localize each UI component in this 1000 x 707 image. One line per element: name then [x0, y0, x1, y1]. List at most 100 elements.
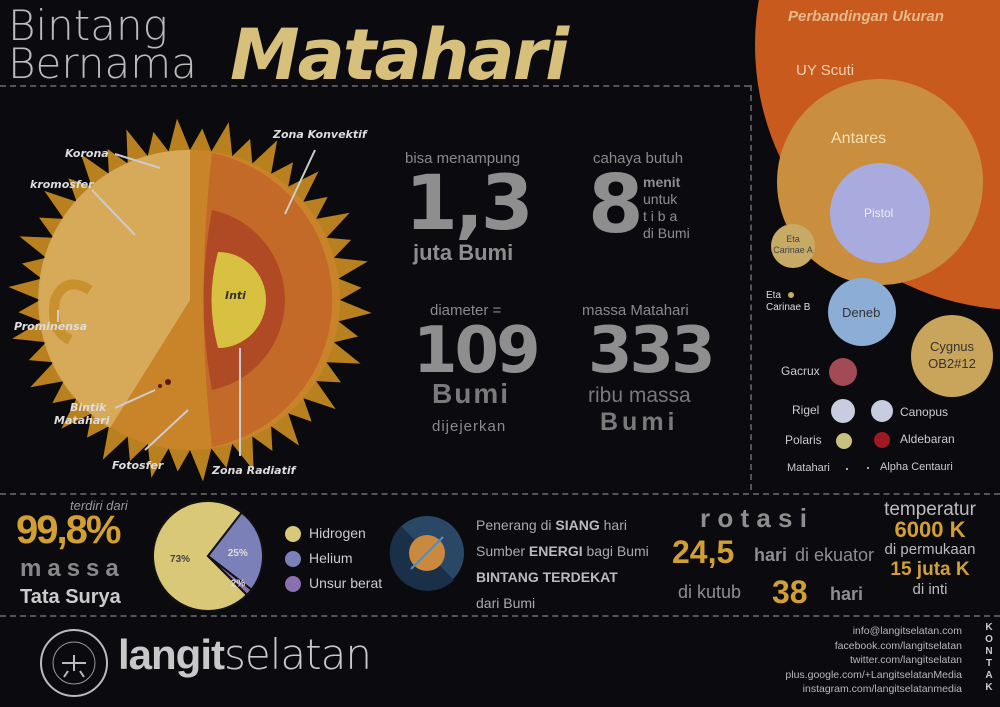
matahari-dot	[846, 468, 848, 470]
legend-item: Unsur berat	[285, 571, 382, 596]
label-eta-b-1: Eta	[766, 290, 782, 301]
contact-link[interactable]: facebook.com/langitselatan	[834, 639, 962, 652]
pistol-circle	[830, 163, 930, 263]
title-line1: Bintang	[8, 1, 168, 50]
label-deneb: Deneb	[842, 305, 881, 320]
temp-core: 15 juta K	[890, 559, 970, 580]
label-eta-a-1: Eta	[786, 234, 800, 244]
chromosphere	[38, 149, 191, 428]
label-prominensa: Prominensa	[14, 320, 88, 333]
legend-item: Helium	[285, 546, 382, 571]
comparison-title: Perbandingan Ukuran	[788, 8, 944, 25]
legend-label: Helium	[309, 550, 353, 566]
langitselatan-seal-logo	[40, 629, 108, 697]
mass-text: ribu massa	[588, 384, 691, 407]
divider	[0, 85, 750, 87]
deneb-circle	[828, 278, 896, 346]
mass-unit: Bumi	[600, 408, 679, 436]
label-canopus: Canopus	[900, 405, 949, 419]
polaris-circle	[836, 433, 852, 449]
role-4: dari Bumi	[476, 595, 536, 611]
label-zona-konvektif: Zona Konvektif	[273, 128, 367, 141]
capacity-caption: bisa menampung	[405, 150, 521, 167]
core	[211, 252, 266, 348]
legend-label: Unsur berat	[309, 575, 383, 591]
light-caption: cahaya butuh	[593, 150, 684, 167]
temp-core-text: di inti	[912, 581, 948, 598]
light-value: 8	[588, 158, 644, 251]
composition-post: Tata Surya	[20, 586, 121, 608]
canopus-circle	[871, 400, 893, 422]
label-rigel: Rigel	[792, 403, 820, 417]
label-zona-radiatif: Zona Radiatif	[212, 464, 296, 477]
composition-pie-chart: 73% 25% 2%	[152, 500, 264, 612]
label-polaris: Polaris	[785, 433, 822, 447]
mass-value: 333	[588, 314, 716, 388]
pie-label: 25%	[228, 548, 248, 559]
aldebaran-circle	[874, 432, 890, 448]
light-text-1: untuk	[643, 191, 678, 207]
alpha-centauri-dot	[867, 467, 869, 469]
label-fotosfer: Fotosfer	[112, 459, 164, 472]
capacity-unit: juta Bumi	[413, 240, 514, 265]
contact-link[interactable]: info@langitselatan.com	[852, 625, 962, 637]
role-1: Penerang di SIANG hari	[476, 517, 627, 533]
divider	[750, 85, 752, 490]
day-night-icon	[389, 516, 464, 591]
diameter-unit: Bumi	[432, 378, 510, 409]
contact-link[interactable]: instagram.com/langitselatanmedia	[802, 683, 962, 695]
capacity-value: 1,3	[405, 158, 534, 247]
pie-slice-helium	[206, 511, 264, 592]
legend-swatch	[285, 526, 301, 543]
temp-title: temperatur	[884, 499, 976, 520]
composition-value: 99,8%	[16, 508, 121, 552]
divider	[0, 493, 1000, 495]
rotation-pole-unit: hari	[830, 584, 864, 604]
label-kromosfer: kromosfer	[30, 178, 94, 191]
rotation-pole-text: di kutub	[678, 582, 742, 602]
rotation-eq-value: 24,5	[672, 534, 735, 570]
label-korona: Korona	[65, 147, 109, 160]
diameter-text: dijejerkan	[432, 418, 507, 435]
label-alpha-centauri: Alpha Centauri	[880, 461, 953, 473]
title-highlight: Matahari	[230, 14, 569, 96]
light-text-3: di Bumi	[643, 225, 690, 241]
prominence	[49, 279, 93, 345]
label-pistol: Pistol	[864, 206, 894, 220]
diameter-value: 109	[413, 314, 541, 388]
rotation-eq-text: di ekuator	[795, 545, 875, 565]
temp-surface: 6000 K	[894, 517, 966, 542]
contact-list: info@langitselatan.com facebook.com/langi…	[785, 624, 962, 697]
label-antares: Antares	[831, 130, 887, 147]
label-cygnus-2: OB2#12	[928, 356, 976, 371]
label-gacrux: Gacrux	[781, 364, 820, 378]
pie-label: 73%	[170, 554, 190, 565]
label-uy-scuti: UY Scuti	[796, 62, 855, 79]
pie-slice-unsur-berat	[207, 555, 253, 597]
label-bintik-2: Matahari	[54, 414, 110, 427]
light-unit: menit	[643, 174, 681, 190]
mass-caption: massa Matahari	[582, 302, 689, 319]
size-comparison	[755, 0, 1000, 470]
temp-surface-text: di permukaan	[884, 541, 976, 558]
brand-logo: langitselatan	[118, 630, 372, 679]
label-eta-a-2: Carinae A	[773, 245, 813, 255]
label-inti: Inti	[225, 289, 246, 302]
sun-diagram	[8, 118, 372, 482]
rotation-pole-value: 38	[772, 574, 808, 610]
legend-item: Hidrogen	[285, 521, 382, 546]
legend-swatch	[285, 576, 301, 593]
legend-label: Hidrogen	[309, 525, 366, 541]
rigel-circle	[831, 399, 855, 423]
contact-link[interactable]: plus.google.com/+LangitselatanMedia	[785, 668, 962, 681]
gacrux-circle	[829, 358, 857, 386]
label-aldebaran: Aldebaran	[900, 432, 955, 446]
contact-link[interactable]: twitter.com/langitselatan	[849, 654, 962, 666]
light-text-2: t i b a	[643, 208, 678, 224]
composition-mid: massa	[20, 555, 125, 582]
label-cygnus-1: Cygnus	[929, 339, 975, 354]
role-2: Sumber ENERGI bagi Bumi	[476, 543, 649, 559]
title-line2: Bernama	[8, 39, 197, 88]
role-3: BINTANG TERDEKAT	[476, 569, 618, 585]
